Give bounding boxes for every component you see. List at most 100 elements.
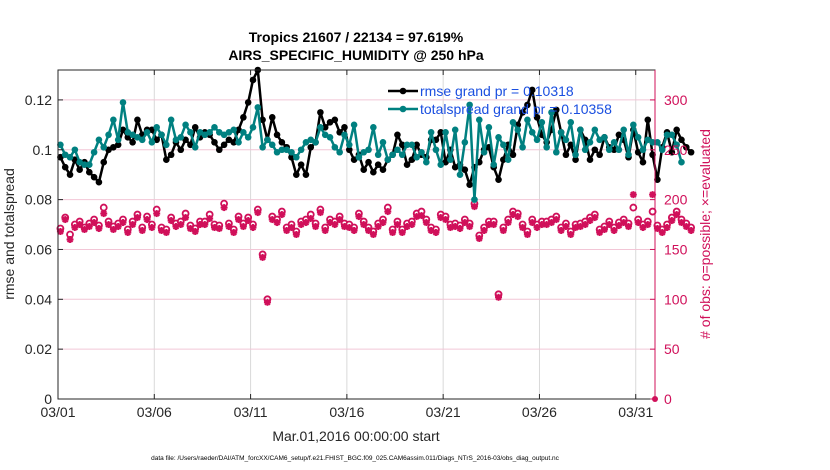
totalspread-point [138,136,146,144]
evaluated-obs-point [235,216,243,224]
marker-stroke [81,226,88,233]
rmse-point [129,138,136,146]
rmse-point [100,158,108,166]
evaluated-obs-point [273,219,281,227]
totalspread-point [297,146,305,154]
marker-stroke [490,221,497,228]
evaluated-obs-point [625,223,633,231]
evaluated-obs-point [244,217,252,225]
evaluated-obs-point [206,215,214,223]
marker-stroke [567,231,574,238]
totalspread-point [249,124,257,131]
totalspread-point [475,116,483,124]
totalspread-point [355,153,363,161]
x-tick-label: 03/11 [234,404,268,420]
totalspread-point [678,158,685,166]
evaluated-obs-point [567,231,575,238]
totalspread-point [447,156,454,164]
rmse-point [85,168,93,176]
marker-stroke [163,229,170,236]
rmse-point [413,141,420,149]
marker-stroke [606,221,613,228]
totalspread-point [514,126,522,134]
y2-tick-label: 50 [664,341,680,357]
x-axis-label: Mar.01,2016 00:00:00 start [272,428,439,444]
totalspread-point [639,146,647,154]
marker-stroke [601,226,608,233]
evaluated-obs-point [668,217,676,225]
marker-stroke [201,221,209,228]
rmse-point [528,86,536,94]
totalspread-point [177,133,185,141]
rmse-point [461,166,469,173]
marker-stroke [273,219,281,226]
rmse-point [591,146,599,154]
totalspread-point [110,116,117,124]
evaluated-obs-point [95,225,103,233]
evaluated-obs-point [389,229,397,237]
totalspread-point [153,124,160,131]
marker-stroke [211,224,218,231]
evaluated-obs-point [581,221,589,229]
totalspread-point [143,129,151,136]
y2-tick-label: 250 [664,142,688,158]
totalspread-point [485,124,493,131]
totalspread-point [345,141,353,149]
evaluated-obs-point [499,227,507,235]
rmse-point [278,138,286,146]
marker-stroke [312,223,319,230]
evaluated-obs-point [408,221,416,229]
y-tick-label: 0 [44,391,52,407]
totalspread-point [654,138,661,146]
marker-stroke [293,231,300,238]
marker-stroke [230,229,237,236]
evaluated-obs-point [321,227,329,235]
y-tick-label: 0.1 [33,142,53,158]
evaluated-obs-point [605,221,613,229]
data-file-footnote: data file: /Users/raeder/DAI/ATM_forcXX/… [151,455,560,462]
evaluated-obs-point [504,219,512,227]
marker-stroke [557,227,565,234]
totalspread-point [572,151,579,159]
marker-stroke [524,231,531,238]
evaluated-obs-point [105,221,113,229]
marker-stroke [240,223,247,230]
rmse-point [365,158,372,166]
marker-stroke [278,211,286,218]
totalspread-point [167,116,175,124]
totalspread-point [187,129,194,136]
evaluated-obs-point [148,224,156,232]
totalspread-point [259,143,266,151]
totalspread-point [413,153,420,161]
rmse-point [244,99,252,106]
rmse-point [230,138,238,146]
evaluated-obs-point [249,224,257,232]
y2-tick-label: 0 [664,391,672,407]
marker-stroke [610,227,618,234]
rmse-point [562,151,570,159]
totalspread-point [615,146,623,154]
totalspread-point [480,148,488,156]
evaluated-obs-point [61,216,69,224]
x-axis-ticks: 03/01 03/06 03/11 03/16 03/21 03/26 03/31 [40,70,653,420]
rmse-point [293,171,300,178]
marker-stroke [355,213,363,220]
evaluated-obs-point [586,217,594,225]
evaluated-obs-point [302,219,310,227]
marker-stroke [66,236,74,243]
marker-stroke [307,215,314,222]
marker-stroke [562,223,570,230]
marker-stroke [360,221,367,228]
rmse-point [345,146,353,154]
chart-subtitle: AIRS_SPECIFIC_HUMIDITY @ 250 hPa [228,47,484,63]
evaluated-obs-point [475,234,483,242]
totalspread-point [293,153,300,161]
totalspread-point [71,146,79,154]
x-tick-label: 03/01 [40,404,75,420]
marker-stroke [143,216,151,223]
rmse-point [360,166,368,173]
marker-stroke [259,254,266,261]
evaluated-obs-point [495,293,503,301]
totalspread-point [264,136,271,144]
y-tick-label: 0.08 [25,192,52,208]
